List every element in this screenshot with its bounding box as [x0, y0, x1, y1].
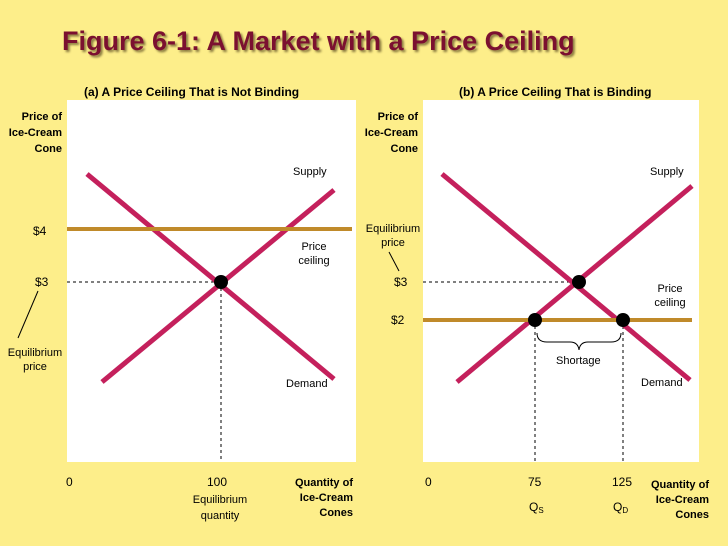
panel-a-ceiling-label: Price ceiling: [290, 240, 338, 268]
eq-price-label-line: Equilibrium: [365, 223, 421, 235]
y-axis-label-line: Price of: [21, 111, 62, 123]
panel-b-x-axis-label: Quantity of Ice-Cream Cones: [630, 478, 709, 523]
panel-a-plot-area: [67, 100, 356, 462]
eq-price-label-line: price: [381, 237, 405, 249]
panel-a-eq-quantity-label: Equilibrium quantity: [182, 492, 258, 524]
y-axis-label-line: Cone: [390, 143, 419, 155]
panel-a-supply-label: Supply: [293, 166, 327, 178]
panel-b-ceiling-label: Price ceiling: [646, 282, 694, 310]
x-axis-label-line: Cones: [319, 507, 353, 519]
panel-b-qs-point: [528, 313, 542, 327]
qd-letter: Q: [613, 500, 623, 514]
panel-b-qd-label: QD: [613, 500, 628, 515]
panel-b-equilibrium-point: [572, 275, 586, 289]
qd-subscript: D: [622, 506, 629, 515]
x-axis-label-line: Cones: [675, 509, 709, 521]
panel-b-heading: (b) A Price Ceiling That is Binding: [459, 85, 652, 99]
eq-price-label-line: Equilibrium: [7, 347, 63, 359]
x-axis-label-line: Quantity of: [294, 477, 353, 489]
ceiling-label-line: ceiling: [298, 255, 330, 267]
y-axis-label-line: Price of: [377, 111, 418, 123]
panel-b-price-ceiling-tick: $2: [391, 313, 405, 327]
panel-a-eq-quantity-tick: 100: [207, 475, 228, 489]
panel-b-equilibrium-price-tick: $3: [394, 275, 408, 289]
panel-b-eq-price-pointer: [388, 251, 400, 272]
panel-b-qd-point: [616, 313, 630, 327]
x-axis-label-line: Ice-Cream: [655, 494, 709, 506]
ceiling-label-line: ceiling: [654, 297, 686, 309]
x-axis-label-line: Ice-Cream: [299, 492, 353, 504]
panel-a-price-ceiling-tick: $4: [33, 224, 47, 238]
panel-b-plot-area: [423, 100, 699, 462]
panel-b-demand-curve: [440, 172, 692, 382]
panel-b-shortage-label: Shortage: [556, 355, 601, 367]
qs-subscript: S: [538, 506, 544, 515]
panel-b-qs-tick: 75: [528, 475, 542, 489]
panel-b-qs-label: QS: [529, 500, 544, 515]
panel-a-equilibrium-point: [214, 275, 228, 289]
y-axis-label-line: Ice-Cream: [8, 127, 62, 139]
panel-b-qd-tick: 125: [612, 475, 633, 489]
panel-b-origin: 0: [425, 475, 432, 489]
panel-a-demand-curve: [85, 172, 336, 381]
ceiling-label-line: Price: [301, 241, 327, 253]
eq-quantity-label-line: quantity: [200, 510, 240, 522]
panel-a-y-axis-label: Price of Ice-Cream Cone: [0, 109, 62, 157]
panel-b-supply-label: Supply: [650, 166, 684, 178]
figure-title: Figure 6-1: A Market with a Price Ceilin…: [62, 26, 575, 56]
panel-a-heading: (a) A Price Ceiling That is Not Binding: [84, 85, 300, 99]
y-axis-label-line: Cone: [34, 143, 63, 155]
eq-quantity-label-line: Equilibrium: [192, 494, 248, 506]
qs-letter: Q: [529, 500, 539, 514]
x-axis-label-line: Quantity of: [650, 479, 709, 491]
panel-a-eq-price-pointer: [17, 290, 39, 339]
panel-a-equilibrium-price-tick: $3: [35, 275, 49, 289]
eq-price-label-line: price: [23, 361, 47, 373]
panel-a-demand-label: Demand: [286, 378, 328, 390]
panel-b-eq-price-label: Equilibrium price: [360, 222, 426, 250]
panel-a-eq-price-label: Equilibrium price: [2, 346, 68, 374]
panel-b-y-axis-label: Price of Ice-Cream Cone: [350, 109, 418, 157]
y-axis-label-line: Ice-Cream: [364, 127, 418, 139]
panel-b-demand-label: Demand: [641, 377, 683, 389]
panel-a-origin: 0: [66, 475, 73, 489]
ceiling-label-line: Price: [657, 283, 683, 295]
panel-b-shortage-brace: [536, 332, 622, 351]
panel-a-x-axis-label: Quantity of Ice-Cream Cones: [274, 476, 353, 521]
